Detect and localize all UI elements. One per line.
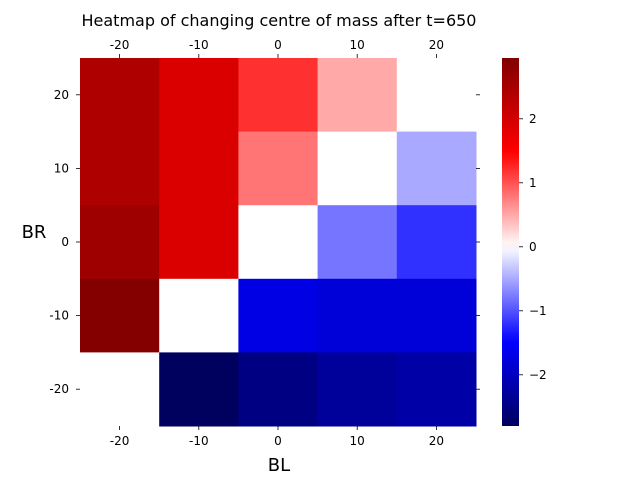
x-axis-label: BL (268, 455, 290, 476)
x-tick-label-top: -20 (110, 38, 130, 52)
heatmap-cell (80, 131, 160, 206)
heatmap-cell (396, 352, 477, 427)
heatmap-cell (80, 352, 160, 427)
colorbar-gradient (502, 58, 519, 426)
heatmap-cell (159, 58, 239, 133)
heatmap-cell (317, 131, 398, 206)
heatmap-cell (80, 58, 160, 133)
heatmap-cell (238, 278, 319, 353)
x-tick-label-top: -10 (189, 38, 209, 52)
x-tick-label-bottom: -10 (189, 434, 209, 448)
colorbar-tick-label: 1 (529, 176, 537, 190)
heatmap-cell (238, 131, 319, 206)
colorbar-tick-label: 2 (529, 112, 537, 126)
x-tick-label-bottom: 20 (429, 434, 444, 448)
heatmap-cell (396, 205, 477, 280)
colorbar-tick-label: −1 (529, 304, 547, 318)
heatmap-cell (159, 131, 239, 206)
y-tick-label: 0 (61, 235, 69, 249)
heatmap-cell (317, 58, 398, 133)
colorbar-tick-label: 0 (529, 240, 537, 254)
heatmap-cell (80, 205, 160, 280)
heatmap-cells (80, 58, 477, 427)
x-tick-label-top: 20 (429, 38, 444, 52)
heatmap-cell (80, 278, 160, 353)
x-tick-label-top: 0 (274, 38, 282, 52)
heatmap-cell (317, 205, 398, 280)
heatmap-cell (396, 58, 477, 133)
heatmap-cell (317, 352, 398, 427)
heatmap-cell (238, 352, 319, 427)
y-axis-left: 20 10 0 -10 -20 (49, 88, 80, 396)
heatmap-cell (396, 131, 477, 206)
y-axis-right (476, 94, 480, 390)
heatmap-cell (159, 205, 239, 280)
x-axis-bottom: -20 -10 0 10 20 (110, 426, 444, 448)
heatmap-cell (238, 58, 319, 133)
heatmap-cell (396, 278, 477, 353)
colorbar: −2 −1 0 1 2 (502, 58, 547, 426)
x-axis-top: -20 -10 0 10 20 (110, 38, 444, 58)
x-tick-label-bottom: 10 (350, 434, 365, 448)
heatmap-cell (159, 278, 239, 353)
heatmap-cell (238, 205, 319, 280)
y-tick-label: -10 (49, 309, 69, 323)
heatmap-cell (159, 352, 239, 427)
y-axis-label: BR (22, 222, 47, 243)
x-tick-label-bottom: -20 (110, 434, 130, 448)
x-tick-label-top: 10 (350, 38, 365, 52)
y-tick-label: -20 (49, 382, 69, 396)
heatmap-cell (317, 278, 398, 353)
colorbar-tick-label: −2 (529, 368, 547, 382)
x-tick-label-bottom: 0 (274, 434, 282, 448)
y-tick-label: 10 (54, 161, 69, 175)
chart-title: Heatmap of changing centre of mass after… (82, 11, 477, 30)
y-tick-label: 20 (54, 88, 69, 102)
